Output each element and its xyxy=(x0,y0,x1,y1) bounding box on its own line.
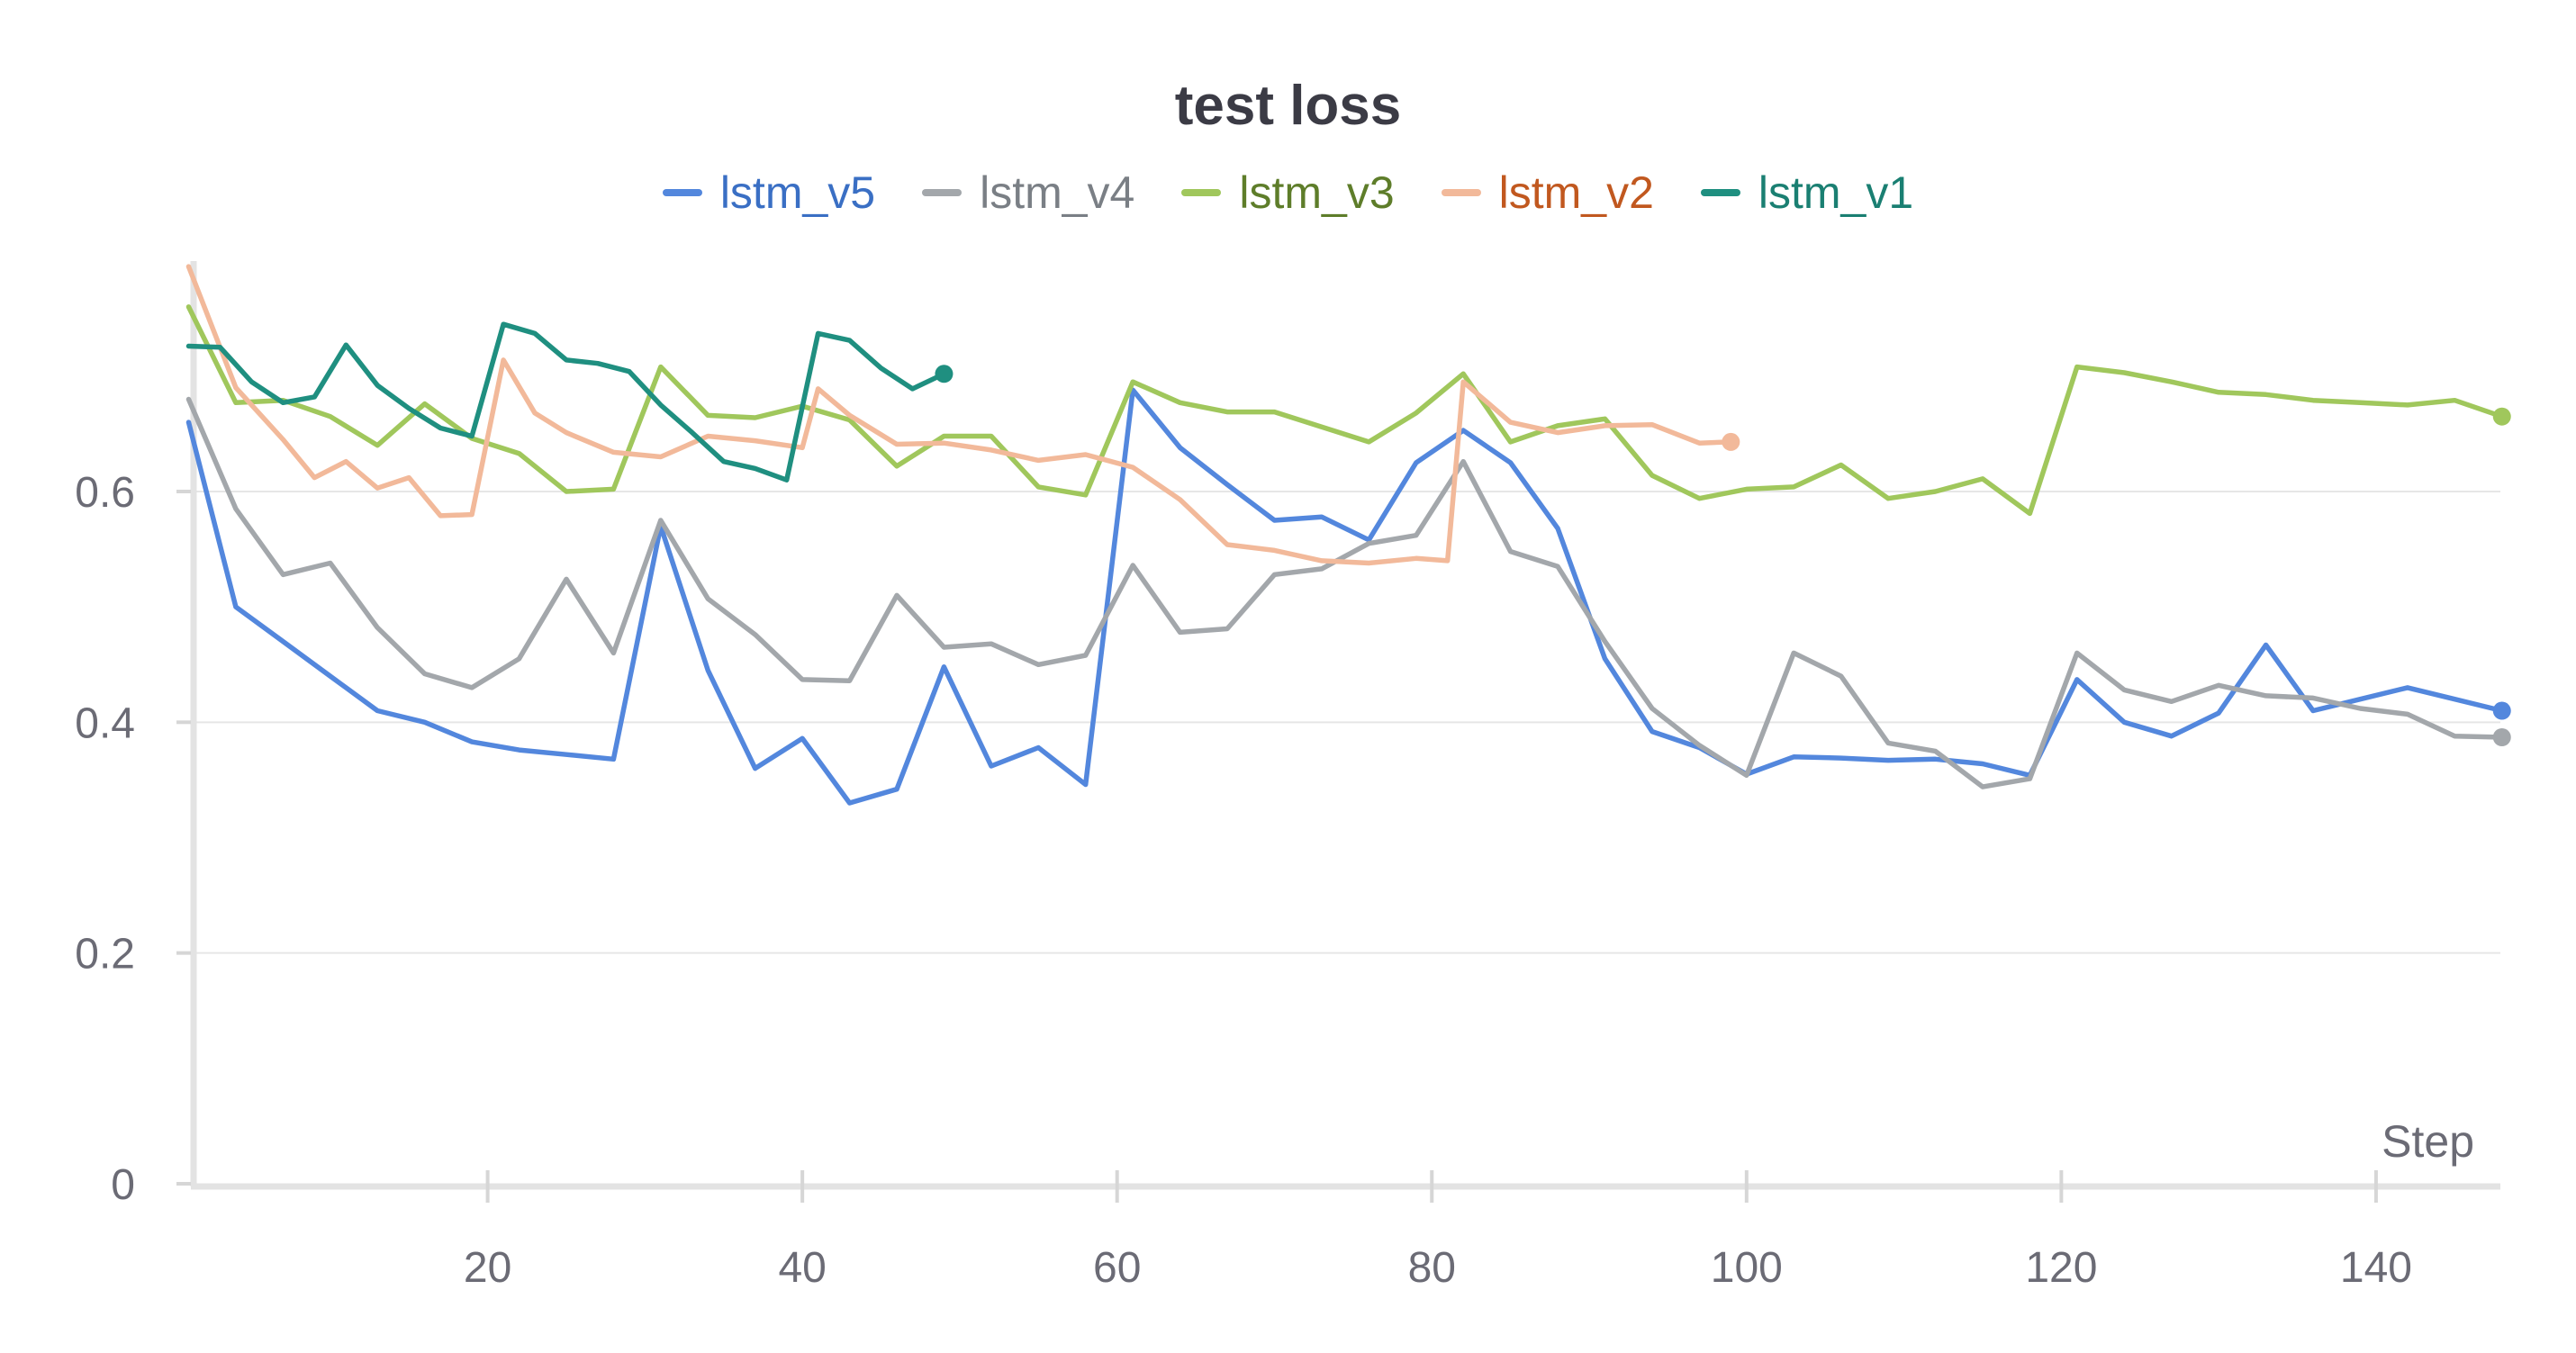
legend-swatch xyxy=(1700,189,1740,196)
x-tick-label: 120 xyxy=(2025,1244,2097,1292)
x-tick-label: 20 xyxy=(464,1244,511,1292)
legend-label: lstm_v3 xyxy=(1239,167,1395,218)
x-axis-label: Step xyxy=(2382,1116,2474,1167)
series-end-marker-lstm_v4 xyxy=(2492,727,2511,746)
y-tick-label: 0 xyxy=(111,1161,135,1209)
chart-title: test loss xyxy=(1174,75,1402,137)
legend-label: lstm_v2 xyxy=(1498,167,1654,218)
series-end-marker-lstm_v5 xyxy=(2492,701,2511,720)
x-tick-label: 100 xyxy=(1711,1244,1783,1292)
x-tick-label: 80 xyxy=(1408,1244,1456,1292)
legend-swatch xyxy=(922,189,963,196)
legend-item-lstm_v4[interactable]: lstm_v4 xyxy=(922,167,1134,219)
y-tick-label: 0.4 xyxy=(75,699,135,747)
legend-item-lstm_v1[interactable]: lstm_v1 xyxy=(1700,167,1914,219)
series-line-lstm_v2 xyxy=(185,264,1734,566)
series-end-marker-lstm_v3 xyxy=(2492,407,2511,426)
series-line-lstm_v4 xyxy=(185,396,2505,789)
series-line-lstm_v5 xyxy=(185,387,2505,806)
legend-item-lstm_v3[interactable]: lstm_v3 xyxy=(1181,167,1395,219)
legend-swatch xyxy=(1181,189,1222,196)
legend-swatch xyxy=(662,189,702,196)
series-end-marker-lstm_v2 xyxy=(1722,432,1740,451)
y-tick-label: 0.6 xyxy=(75,469,135,517)
legend-item-lstm_v5[interactable]: lstm_v5 xyxy=(662,167,876,219)
legend-swatch xyxy=(1441,189,1481,196)
x-tick-label: 40 xyxy=(778,1244,826,1292)
x-tick-label: 140 xyxy=(2340,1244,2412,1292)
legend-label: lstm_v1 xyxy=(1758,167,1914,218)
series-end-marker-lstm_v1 xyxy=(935,365,954,383)
legend-label: lstm_v5 xyxy=(719,167,876,218)
y-tick-label: 0.2 xyxy=(75,931,135,979)
legend: lstm_v5 lstm_v4 lstm_v3 lstm_v2 lstm_v1 xyxy=(0,167,2576,219)
series-line-lstm_v3 xyxy=(185,304,2505,517)
legend-label: lstm_v4 xyxy=(980,167,1135,218)
series-line-lstm_v1 xyxy=(185,321,947,483)
legend-item-lstm_v2[interactable]: lstm_v2 xyxy=(1441,167,1654,219)
x-tick-label: 60 xyxy=(1093,1244,1141,1292)
